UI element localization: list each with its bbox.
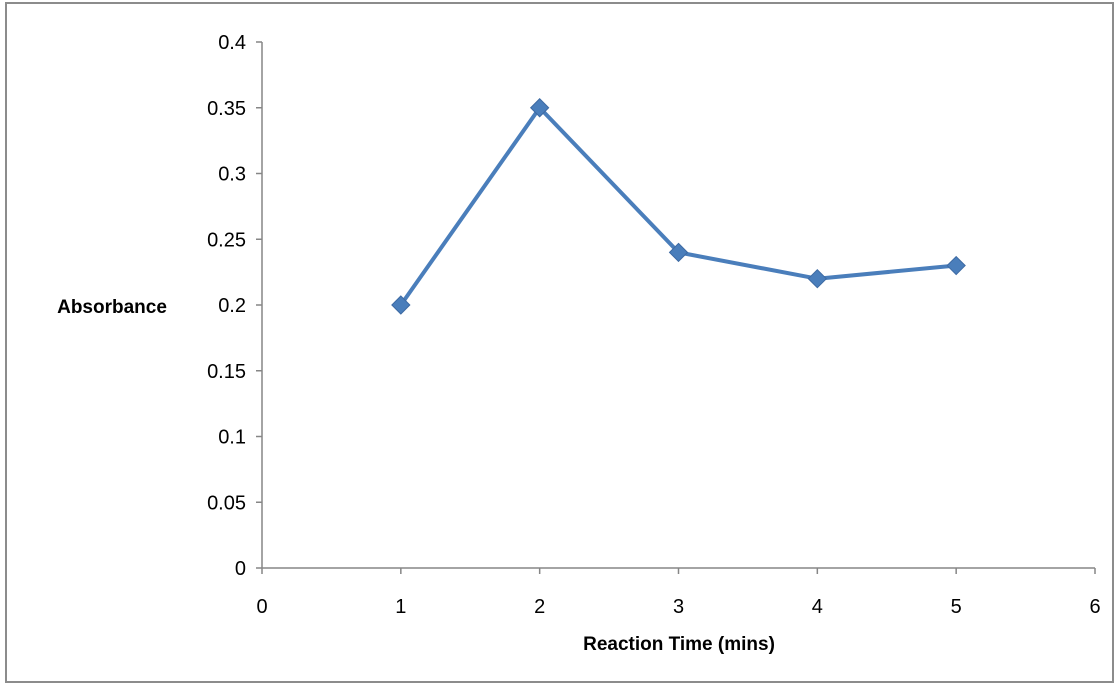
x-axis-title: Reaction Time (mins) bbox=[583, 634, 775, 655]
y-tick-label: 0.2 bbox=[218, 295, 246, 317]
data-point-marker bbox=[946, 255, 966, 276]
y-tick-label: 0.05 bbox=[207, 492, 246, 514]
x-tick-label: 0 bbox=[256, 596, 267, 618]
y-tick-label: 0.1 bbox=[218, 427, 246, 449]
y-tick-label: 0.3 bbox=[218, 164, 246, 186]
axes bbox=[261, 42, 1095, 569]
tick-labels: 0 0.05 0.1 0.15 0.2 0.25 0.3 0.35 0.4 0 1 2 3 4 5 6 bbox=[207, 32, 1101, 618]
y-tick-label: 0.25 bbox=[207, 229, 246, 251]
y-tick-label: 0 bbox=[235, 558, 246, 580]
x-tick-label: 2 bbox=[534, 596, 545, 618]
chart-area bbox=[5, 2, 1114, 683]
x-tick-label: 5 bbox=[951, 596, 962, 618]
y-tick-label: 0.4 bbox=[218, 32, 246, 54]
y-tick-label: 0.35 bbox=[207, 98, 246, 120]
x-tick-label: 1 bbox=[395, 596, 406, 618]
data-point-marker bbox=[529, 98, 550, 118]
x-tick-label: 3 bbox=[673, 596, 684, 618]
data-point-marker bbox=[391, 295, 411, 315]
data-point-marker bbox=[668, 242, 689, 263]
x-tick-label: 4 bbox=[812, 596, 823, 618]
series-line bbox=[398, 105, 959, 307]
tick-marks bbox=[256, 41, 1096, 574]
x-tick-label: 6 bbox=[1089, 596, 1100, 618]
data-series bbox=[391, 98, 966, 315]
data-point-marker bbox=[807, 268, 828, 289]
y-axis-title: Absorbance bbox=[57, 297, 167, 318]
y-tick-label: 0.15 bbox=[207, 361, 246, 383]
